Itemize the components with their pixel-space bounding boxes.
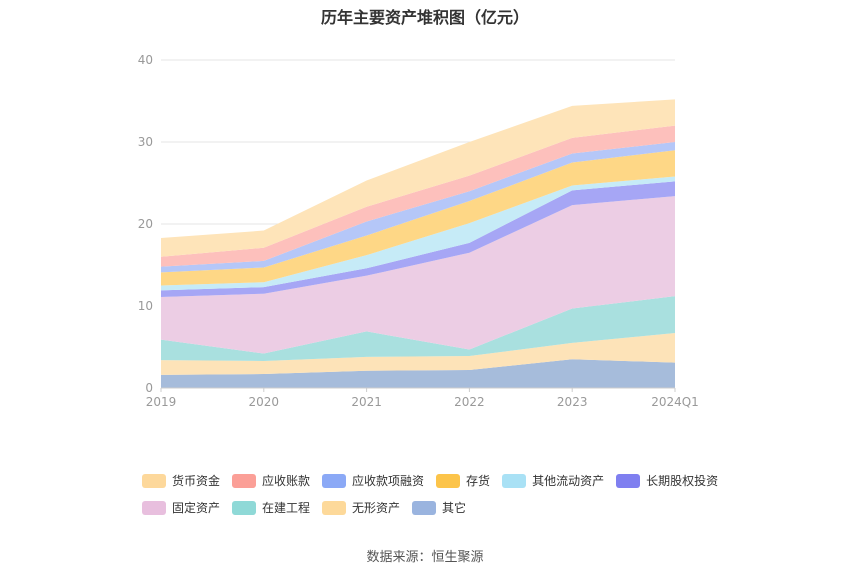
stacked-area-chart: 0 10 20 30 40 2019 2020 2021 2022 2023 2024Q1 — [138, 53, 699, 409]
legend-item[interactable]: 应收账款 — [232, 472, 310, 489]
legend-label: 其他流动资产 — [532, 474, 605, 488]
legend-swatch — [436, 473, 461, 488]
area-series-4 — [161, 181, 675, 297]
y-tick-label: 40 — [138, 53, 153, 67]
area-series-2 — [161, 296, 675, 361]
legend-row: 固定资产 在建工程 无形资产 其它 — [142, 499, 742, 516]
area-series-3 — [161, 196, 675, 354]
legend-swatch — [502, 473, 527, 488]
legend-swatch — [616, 473, 641, 488]
legend-item[interactable]: 其它 — [412, 499, 466, 516]
legend-row: 货币资金 应收账款 应收款项融资 存货 其他流动资产 长期股权投资 — [142, 472, 742, 489]
area-series-1 — [161, 333, 675, 375]
legend-item[interactable]: 无形资产 — [322, 499, 400, 516]
legend-label: 存货 — [466, 474, 491, 488]
legend-item[interactable]: 存货 — [436, 472, 490, 489]
legend-swatch — [412, 500, 437, 515]
x-tick-label: 2023 — [557, 395, 588, 409]
axes: 0 10 20 30 40 2019 2020 2021 2022 2023 2024Q1 — [138, 53, 699, 409]
legend-swatch — [232, 473, 257, 488]
legend-swatch — [322, 500, 347, 515]
y-tick-label: 0 — [145, 381, 153, 395]
y-tick-label: 30 — [138, 135, 153, 149]
legend: 货币资金 应收账款 应收款项融资 存货 其他流动资产 长期股权投资 固定资产 在建工程 无形资… — [142, 472, 742, 526]
area-series-9 — [161, 99, 675, 257]
area-series-7 — [161, 142, 675, 273]
legend-label: 固定资产 — [172, 501, 221, 515]
legend-label: 在建工程 — [262, 501, 311, 515]
legend-item[interactable]: 货币资金 — [142, 472, 220, 489]
x-tick-label: 2019 — [146, 395, 177, 409]
area-series-0 — [161, 359, 675, 388]
legend-label: 应收款项融资 — [352, 474, 425, 488]
legend-swatch — [142, 500, 166, 515]
legend-item[interactable]: 应收款项融资 — [322, 472, 424, 489]
legend-swatch — [232, 500, 257, 515]
legend-label: 无形资产 — [352, 501, 401, 515]
legend-item[interactable]: 其他流动资产 — [502, 472, 604, 489]
x-tick-label: 2022 — [454, 395, 485, 409]
legend-label: 其它 — [442, 501, 467, 515]
legend-item[interactable]: 在建工程 — [232, 499, 310, 516]
x-tick-label: 2024Q1 — [651, 395, 699, 409]
legend-item[interactable]: 长期股权投资 — [616, 472, 718, 489]
x-tick-label: 2020 — [249, 395, 280, 409]
legend-label: 货币资金 — [172, 474, 221, 488]
legend-item[interactable]: 固定资产 — [142, 499, 220, 516]
area-series — [161, 99, 675, 388]
chart-title: 历年主要资产堆积图（亿元） — [320, 8, 529, 27]
y-tick-label: 20 — [138, 217, 153, 231]
legend-label: 应收账款 — [262, 474, 311, 488]
legend-swatch — [322, 473, 347, 488]
area-series-8 — [161, 125, 675, 267]
y-tick-label: 10 — [138, 299, 153, 313]
legend-swatch — [142, 473, 166, 488]
x-tick-label: 2021 — [351, 395, 382, 409]
legend-label: 长期股权投资 — [646, 474, 719, 488]
data-source: 数据来源：恒生聚源 — [366, 550, 484, 565]
area-series-6 — [161, 150, 675, 286]
